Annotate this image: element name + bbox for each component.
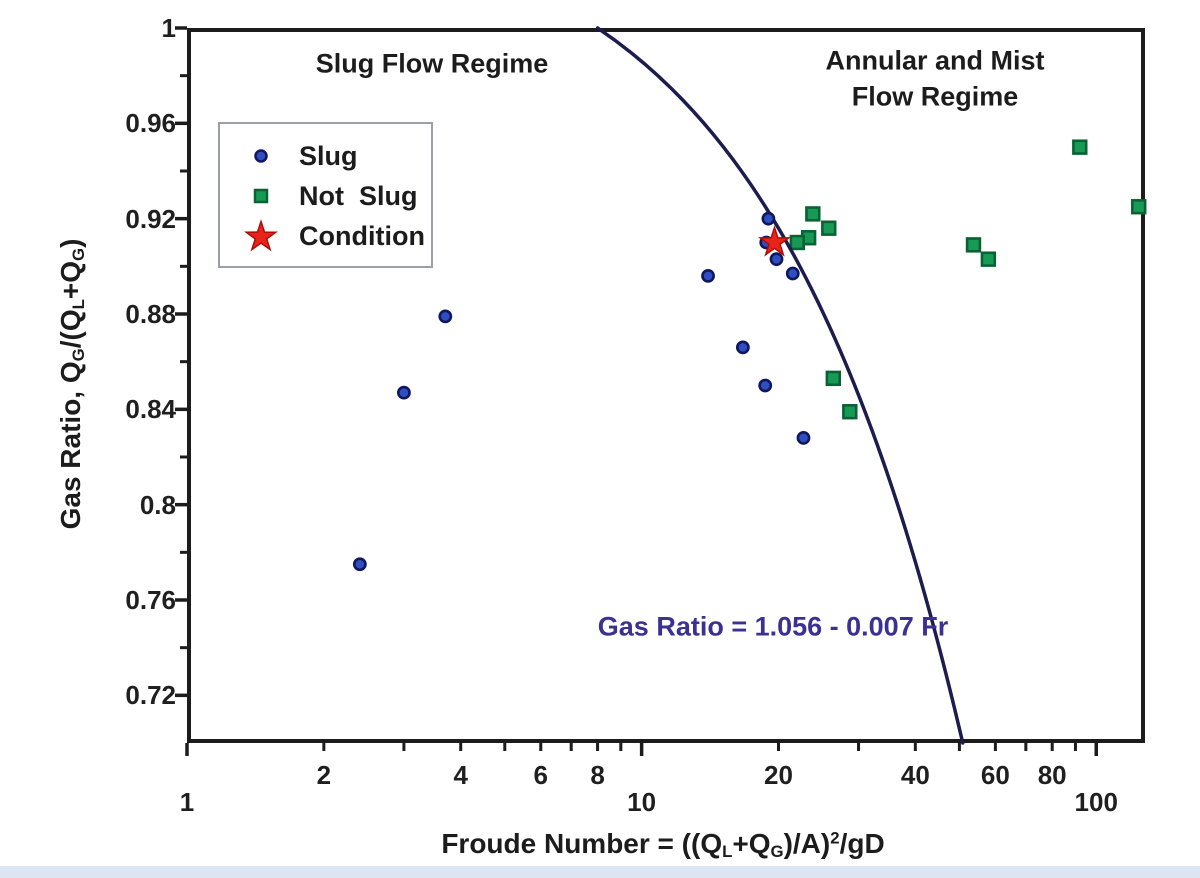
legend-item-not-slug: Not Slug: [220, 176, 431, 216]
annotation-annular-mist-line2: Flow Regime: [851, 81, 1019, 112]
annotation-annular-mist-line1: Annular and Mist: [825, 45, 1045, 76]
square-marker-icon: [239, 177, 283, 215]
data-point-slug: [758, 378, 773, 393]
data-point-not-slug: [821, 220, 837, 236]
data-point-slug: [769, 252, 784, 267]
plot-border: [187, 28, 1145, 743]
data-point-slug: [438, 309, 453, 324]
data-point-slug: [352, 557, 367, 572]
star-marker-icon: [239, 217, 283, 255]
data-point-not-slug: [1072, 139, 1088, 155]
y-axis-label: Gas Ratio, QG/(QL+QG): [54, 238, 89, 530]
legend-label: Not Slug: [299, 181, 418, 211]
data-point-not-slug: [842, 404, 858, 420]
data-point-not-slug: [789, 234, 806, 251]
data-point-slug: [701, 268, 715, 283]
boundary-curve: [595, 26, 965, 745]
data-point-slug: [761, 211, 776, 226]
data-point-not-slug: [965, 237, 982, 253]
data-point-condition: [757, 225, 792, 257]
legend-label: Condition: [299, 221, 425, 251]
annotation-boundary-equation: Gas Ratio = 1.056 - 0.007 Fr: [597, 611, 949, 642]
legend-item-slug: Slug: [220, 136, 431, 176]
legend: Slug Not Slug Condition: [218, 122, 433, 268]
data-point-not-slug: [805, 206, 821, 222]
legend-label: Slug: [299, 141, 358, 171]
data-point-slug: [735, 340, 750, 355]
data-point-slug: [796, 431, 811, 445]
legend-item-condition: Condition: [220, 216, 431, 256]
circle-marker-icon: [239, 137, 283, 175]
x-axis-label: Froude Number = ((QL+QG)/A)2/gD: [441, 827, 885, 862]
data-point-slug: [397, 385, 411, 400]
data-point-not-slug: [980, 251, 997, 267]
data-point-not-slug: [1131, 199, 1147, 215]
bottom-strip: [0, 866, 1200, 878]
data-point-not-slug: [825, 370, 842, 387]
data-point-slug: [785, 266, 800, 281]
annotation-slug-flow-regime: Slug Flow Regime: [315, 48, 549, 79]
